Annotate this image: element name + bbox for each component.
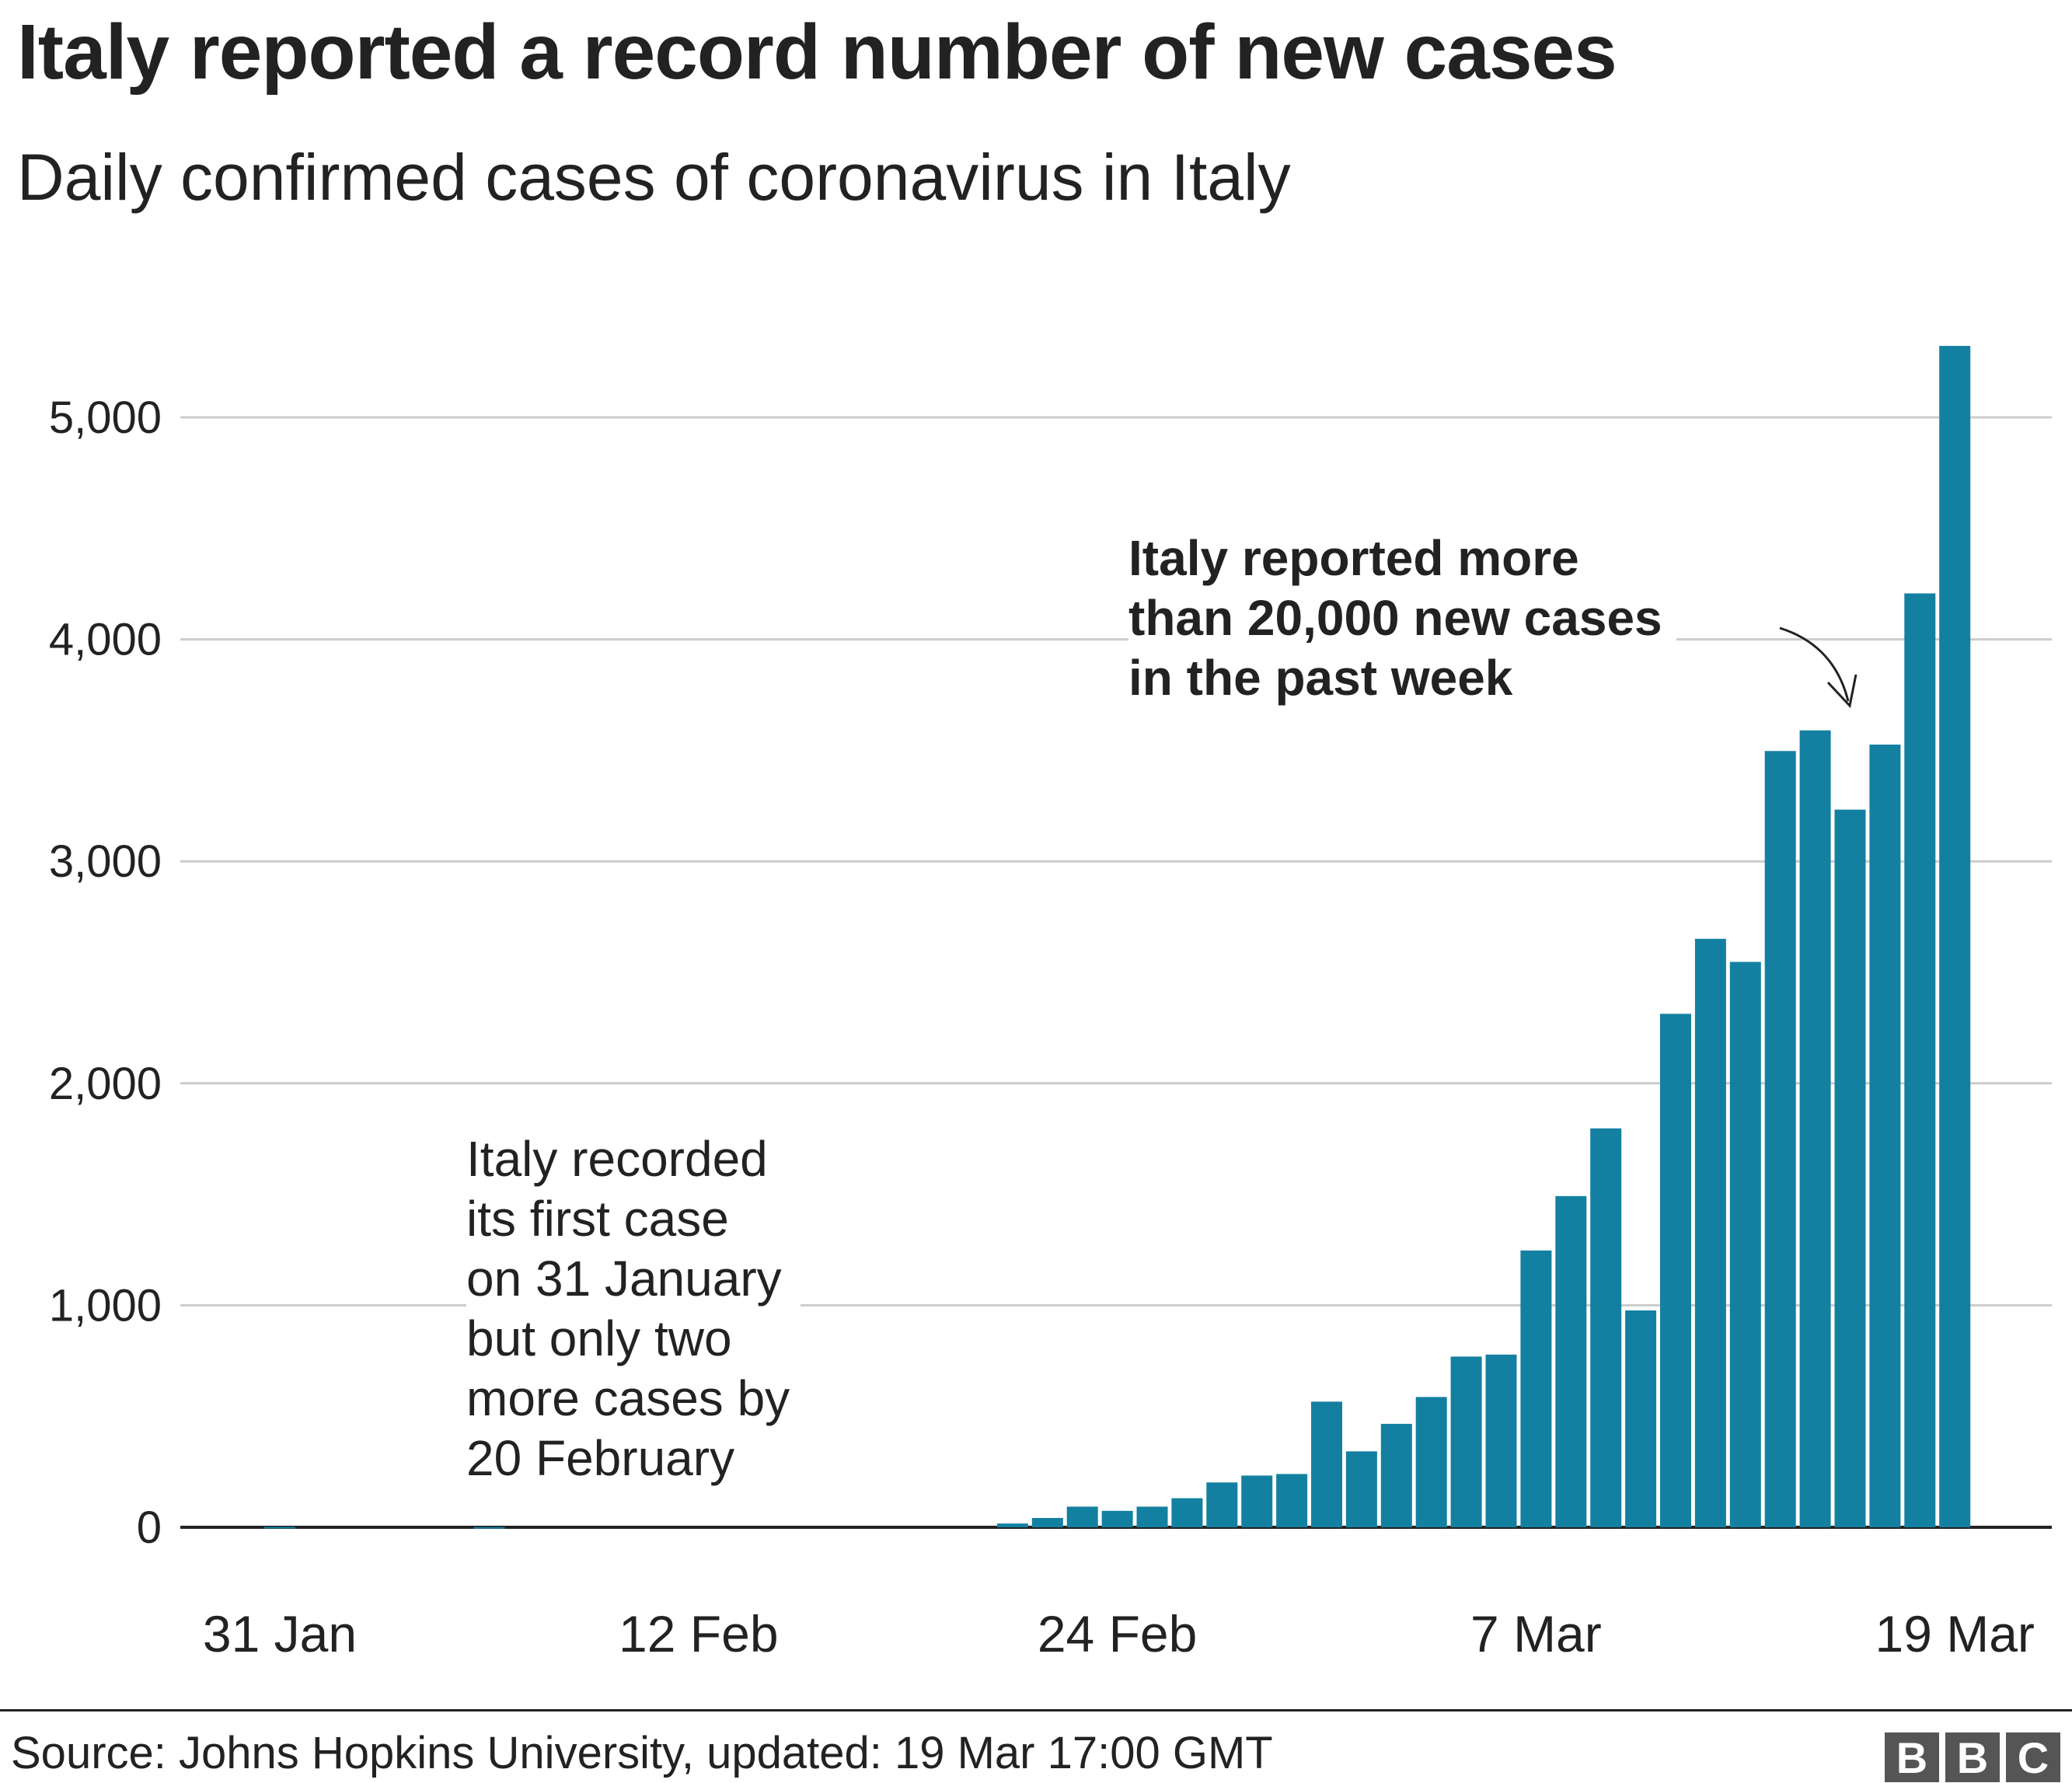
bar — [1450, 1356, 1482, 1527]
x-tick-label: 31 Jan — [203, 1605, 357, 1663]
chart-title: Italy reported a record number of new ca… — [17, 9, 1617, 96]
bar — [1206, 1482, 1238, 1527]
bar — [1415, 1397, 1447, 1527]
bar — [1799, 730, 1831, 1527]
bar-chart: 0 1,000 2,000 3,000 4,000 5,000 31 Jan 12 Feb 2… — [49, 346, 2052, 1663]
bar — [1729, 961, 1761, 1527]
y-tick-label: 5,000 — [49, 393, 162, 443]
source-note: Source: Johns Hopkins University, update… — [11, 1728, 1273, 1778]
bar — [1241, 1475, 1273, 1527]
bar — [1276, 1474, 1308, 1527]
bar — [1380, 1423, 1412, 1527]
y-tick-label: 3,000 — [49, 836, 162, 887]
annotation-first-case: Italy recorded its first case on 31 Janu… — [466, 1129, 801, 1488]
x-tick-label: 19 Mar — [1875, 1605, 2034, 1663]
bbc-logo-letter: C — [2006, 1732, 2060, 1782]
y-axis-ticks: 0 1,000 2,000 3,000 4,000 5,000 — [49, 393, 162, 1553]
bar — [1136, 1506, 1168, 1527]
bar — [1764, 751, 1796, 1527]
chart-subtitle: Daily confirmed cases of coronavirus in … — [17, 141, 1291, 214]
x-tick-label: 24 Feb — [1038, 1605, 1197, 1663]
bar — [1904, 593, 1936, 1528]
bbc-logo-letter: B — [1945, 1732, 2000, 1782]
bar — [1660, 1014, 1691, 1527]
annotation-past-week: Italy reported more than 20,000 new case… — [1128, 529, 1676, 708]
x-axis-ticks: 31 Jan 12 Feb 24 Feb 7 Mar 19 Mar — [203, 1605, 2035, 1663]
bar — [1555, 1195, 1587, 1527]
bar — [1171, 1498, 1203, 1527]
annotation-arrow — [1779, 626, 1850, 702]
x-tick-label: 12 Feb — [619, 1605, 778, 1663]
bar — [1101, 1510, 1133, 1527]
y-tick-label: 4,000 — [49, 615, 162, 665]
bar — [473, 1527, 505, 1529]
bar — [1031, 1518, 1063, 1527]
bar — [1520, 1250, 1552, 1527]
y-tick-label: 0 — [137, 1502, 162, 1553]
bar — [1311, 1401, 1342, 1527]
y-tick-label: 1,000 — [49, 1280, 162, 1331]
bar — [1066, 1506, 1098, 1527]
bar — [1485, 1354, 1517, 1527]
x-tick-label: 7 Mar — [1470, 1605, 1602, 1663]
bar — [264, 1527, 295, 1529]
bar — [1625, 1310, 1657, 1527]
y-tick-label: 2,000 — [49, 1059, 162, 1109]
bars — [264, 346, 1971, 1529]
bar — [1834, 809, 1866, 1527]
bar — [1939, 346, 1971, 1527]
bar — [1694, 938, 1726, 1527]
bar — [1590, 1128, 1622, 1527]
annotation-arrow-head — [1826, 674, 1857, 709]
bar — [996, 1523, 1028, 1527]
bbc-logo: B B C — [1885, 1732, 2060, 1782]
footer-divider — [0, 1709, 2072, 1711]
bar — [1345, 1451, 1377, 1527]
bar — [1869, 744, 1901, 1527]
bbc-logo-letter: B — [1885, 1732, 1939, 1782]
